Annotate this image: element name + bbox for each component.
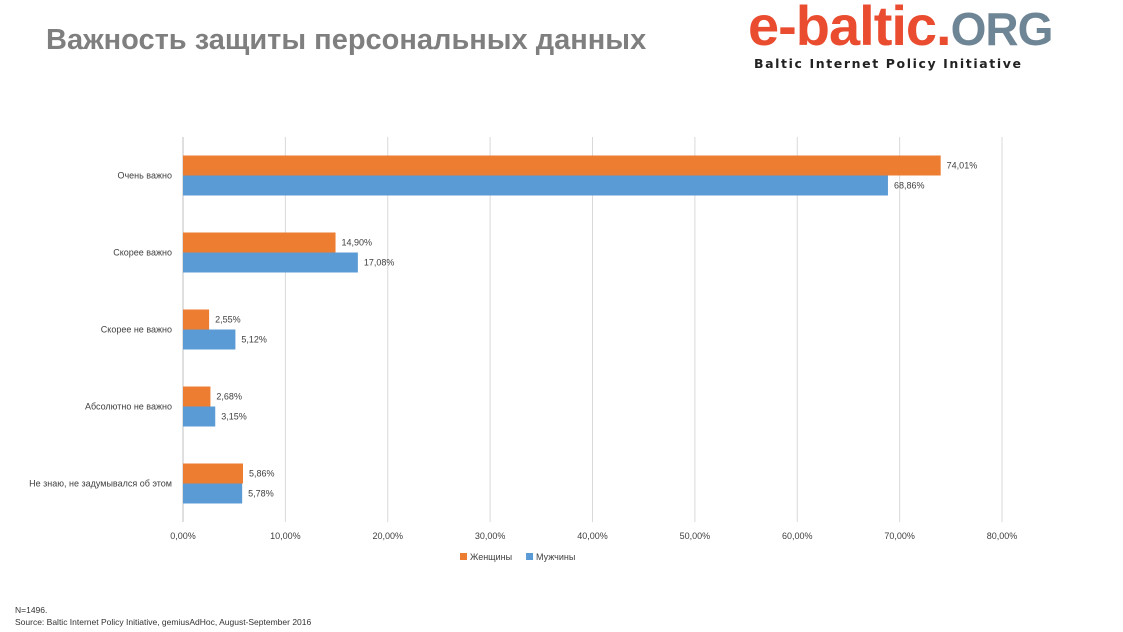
bar-women [183, 463, 243, 484]
logo-main: e-baltic. [748, 0, 952, 57]
bar-men [183, 329, 236, 350]
logo: e-baltic.ORG Baltic Internet Policy Init… [748, 0, 1118, 76]
legend-swatch [460, 553, 467, 560]
x-tick-label: 10,00% [270, 531, 301, 541]
source-note: Source: Baltic Internet Policy Initiativ… [15, 617, 312, 627]
legend-swatch [526, 553, 534, 560]
x-tick-label: 80,00% [987, 531, 1018, 541]
sample-size: N=1496. [15, 605, 48, 615]
bar-men [183, 175, 888, 196]
bar-women [183, 386, 211, 407]
legend-label: Мужчины [536, 552, 575, 562]
category-label: Скорее важно [113, 248, 172, 258]
data-label: 5,78% [248, 489, 274, 499]
page-title: Важность защиты персональных данных [46, 24, 647, 56]
logo-org: ORG [950, 3, 1054, 55]
logo-wordmark: e-baltic.ORG [748, 0, 1054, 55]
data-label: 68,86% [894, 181, 925, 191]
x-tick-label: 50,00% [680, 531, 711, 541]
bar-men [183, 406, 216, 427]
x-tick-label: 60,00% [782, 531, 813, 541]
x-tick-label: 40,00% [577, 531, 608, 541]
data-label: 2,68% [216, 392, 242, 402]
category-label: Абсолютно не важно [85, 402, 172, 412]
data-label: 17,08% [364, 258, 395, 268]
data-label: 5,86% [249, 469, 275, 479]
data-label: 5,12% [241, 335, 267, 345]
bar-women [183, 155, 941, 176]
category-label: Очень важно [117, 171, 172, 181]
bar-women [183, 309, 210, 330]
legend-label: Женщины [470, 552, 512, 562]
data-label: 74,01% [947, 161, 978, 171]
bar-men [183, 252, 358, 273]
data-label: 2,55% [215, 315, 241, 325]
logo-tagline: Baltic Internet Policy Initiative [754, 56, 1023, 71]
x-tick-label: 30,00% [475, 531, 506, 541]
bar-men [183, 483, 243, 504]
data-label: 3,15% [221, 412, 247, 422]
data-label: 14,90% [342, 238, 373, 248]
category-label: Скорее не важно [101, 325, 172, 335]
x-tick-label: 0,00% [170, 531, 196, 541]
x-tick-label: 20,00% [372, 531, 403, 541]
category-label: Не знаю, не задумывался об этом [29, 479, 172, 489]
bar-chart: 0,00% 10,00% 20,00% 30,00% 40,00% 50,00% 60,00… [29, 137, 1018, 562]
footer: N=1496. Source: Baltic Internet Policy I… [15, 604, 311, 628]
x-tick-label: 70,00% [884, 531, 915, 541]
bar-women [183, 232, 336, 253]
